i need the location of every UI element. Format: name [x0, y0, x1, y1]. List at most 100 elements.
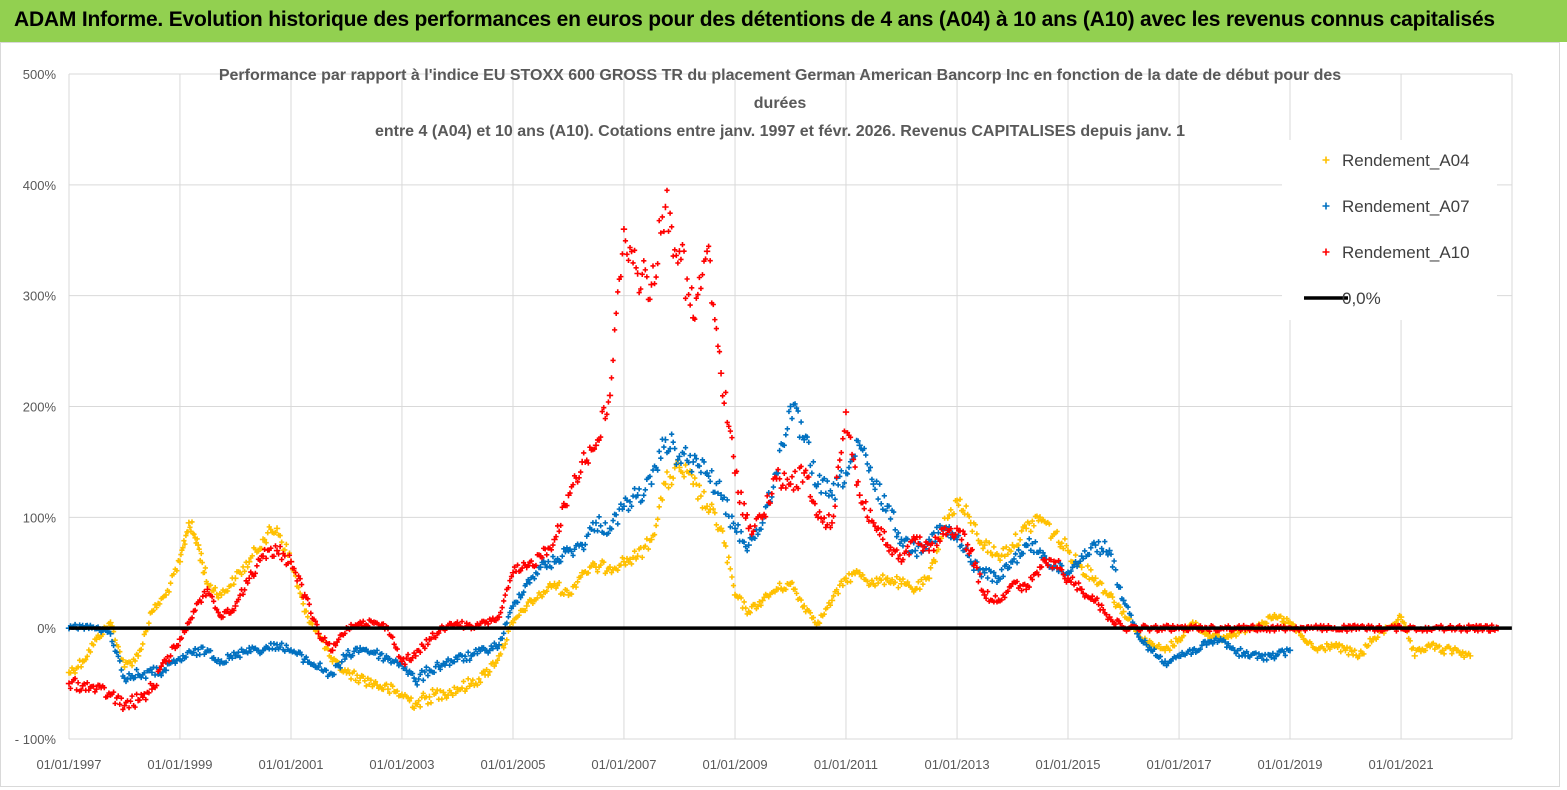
data-point — [873, 478, 880, 484]
data-point — [904, 543, 911, 550]
data-point — [877, 481, 883, 487]
data-point — [1113, 621, 1119, 627]
data-point — [1022, 525, 1030, 532]
data-point — [717, 370, 725, 377]
data-point — [118, 695, 124, 701]
data-point — [571, 546, 578, 552]
data-point — [717, 491, 725, 499]
data-point — [821, 475, 827, 482]
data-point — [1188, 651, 1194, 657]
data-point — [702, 505, 709, 511]
data-point — [460, 678, 467, 685]
data-point — [1074, 563, 1080, 570]
data-point — [696, 274, 702, 281]
data-point — [703, 248, 711, 255]
data-point — [412, 678, 419, 685]
data-point — [519, 592, 525, 598]
data-point — [777, 580, 783, 586]
data-point — [613, 512, 619, 518]
data-point — [758, 514, 764, 520]
data-point — [271, 553, 277, 559]
data-point — [141, 631, 147, 638]
data-point — [180, 545, 186, 551]
data-point — [437, 666, 443, 672]
data-point — [1109, 594, 1116, 600]
data-point — [268, 545, 274, 551]
data-point — [90, 642, 97, 648]
data-point — [309, 621, 315, 627]
data-point — [681, 474, 687, 480]
data-point — [741, 539, 747, 545]
x-tick-label: 01/01/1997 — [36, 757, 101, 772]
data-point — [974, 531, 980, 537]
x-tick-label: 01/01/1999 — [147, 757, 212, 772]
data-point — [477, 679, 484, 685]
data-point — [1407, 638, 1413, 644]
data-point — [117, 658, 123, 664]
data-point — [1368, 639, 1375, 645]
data-point — [955, 502, 962, 508]
data-point — [115, 644, 121, 650]
data-point — [835, 464, 841, 470]
data-point — [835, 482, 841, 488]
data-point — [296, 584, 302, 591]
data-point — [1106, 547, 1113, 554]
data-point — [1432, 646, 1438, 652]
data-point — [633, 494, 639, 500]
data-point — [1347, 645, 1353, 651]
data-point — [756, 599, 763, 605]
data-point — [616, 276, 622, 282]
data-point — [333, 642, 339, 649]
data-point — [406, 698, 413, 704]
data-point — [252, 546, 258, 553]
data-point — [911, 589, 917, 595]
legend-swatch — [1322, 156, 1330, 164]
data-point — [1035, 572, 1042, 578]
data-point — [299, 581, 305, 588]
data-point — [743, 515, 749, 521]
data-point — [835, 590, 841, 597]
data-point — [255, 548, 262, 554]
data-point — [380, 621, 386, 627]
data-point — [658, 455, 664, 461]
data-point — [254, 563, 260, 569]
data-point — [127, 659, 134, 665]
data-point — [931, 547, 937, 554]
data-point — [783, 485, 789, 491]
data-point — [303, 608, 309, 614]
data-point — [1279, 619, 1285, 625]
data-point — [192, 607, 198, 613]
data-point — [684, 276, 690, 282]
data-point — [759, 597, 766, 604]
data-point — [837, 457, 843, 463]
data-point — [561, 591, 567, 598]
data-point — [555, 556, 561, 562]
data-point — [1000, 545, 1006, 552]
data-point — [627, 499, 633, 505]
y-tick-label: - 100% — [15, 732, 57, 747]
data-point — [920, 581, 926, 587]
data-point — [648, 480, 655, 488]
data-point — [548, 565, 555, 571]
data-point — [161, 657, 167, 663]
data-point — [234, 653, 240, 659]
data-point — [650, 263, 656, 269]
data-point — [670, 439, 676, 445]
data-point — [429, 687, 436, 693]
data-point — [813, 622, 820, 628]
data-point — [775, 586, 781, 592]
data-point — [1345, 652, 1352, 658]
data-point — [655, 467, 661, 473]
data-point — [1241, 650, 1247, 656]
data-point — [669, 481, 675, 488]
data-point — [445, 692, 451, 698]
data-point — [187, 524, 193, 530]
data-point — [840, 484, 846, 490]
data-point — [73, 687, 80, 693]
data-point — [422, 645, 428, 651]
data-point — [1308, 641, 1314, 647]
data-point — [423, 637, 429, 643]
data-point — [891, 509, 897, 515]
data-point — [665, 485, 672, 491]
